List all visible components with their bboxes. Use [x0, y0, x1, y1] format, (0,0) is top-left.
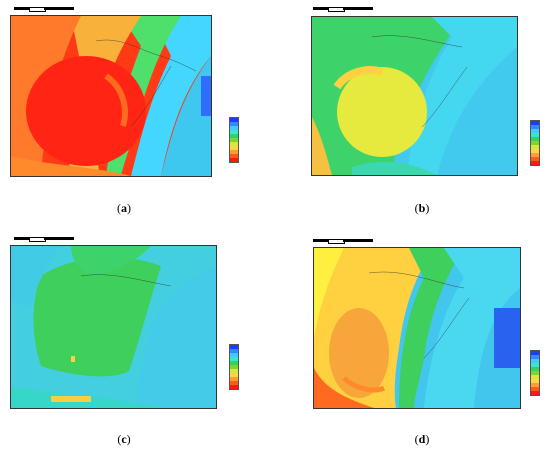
map-a [10, 15, 212, 177]
map-c [10, 245, 217, 409]
map-b [311, 16, 518, 176]
scale-bar [14, 7, 74, 12]
caption-c: (c) [117, 432, 131, 446]
caption-b: (b) [414, 201, 430, 215]
scale-bar [14, 237, 74, 242]
caption-d: (d) [414, 432, 430, 446]
scale-bar [313, 7, 373, 12]
legend-c [229, 344, 239, 390]
scale-bar [313, 239, 373, 244]
legend-d [530, 350, 540, 396]
map-d [313, 247, 521, 409]
legend-a [229, 117, 239, 163]
caption-a: (a) [117, 201, 131, 215]
legend-b [530, 120, 540, 166]
